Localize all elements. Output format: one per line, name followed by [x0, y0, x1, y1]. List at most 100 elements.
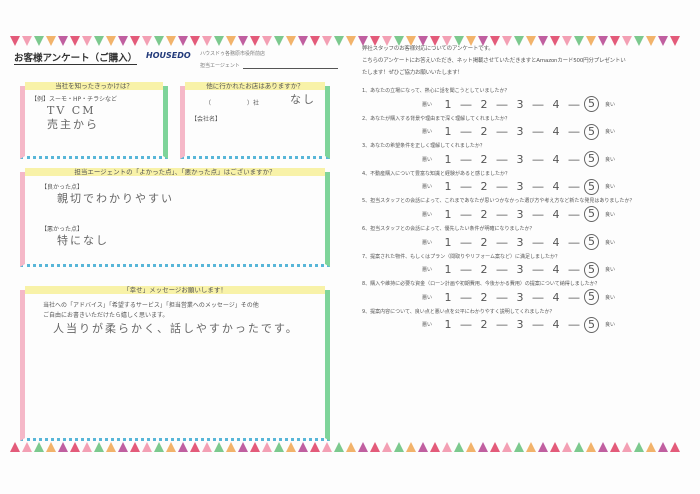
rating-option-4[interactable]: 4: [552, 263, 560, 277]
rating-option-3[interactable]: 3: [516, 290, 524, 304]
bunting-flag: [430, 36, 440, 46]
dash: ―: [532, 235, 544, 249]
rating-option-2[interactable]: 2: [480, 125, 488, 139]
intro-line-1: 弊社スタッフのお客様対応についてのアンケートです。: [362, 46, 494, 52]
question-text: 2、あなたが購入する背景や理由まで深く理解してくれましたか？: [362, 115, 510, 122]
good-points-label: 【良かった点】: [41, 184, 84, 191]
bunting-flag: [190, 442, 200, 452]
question-text: 8、購入や維持に必要な資金（ローン計画や初期費用、今後かかる費用）の提案について…: [362, 281, 600, 288]
rating-option-1[interactable]: 1: [444, 290, 452, 304]
agent-feedback-heading: 担当エージェントの「よかった点」、「悪かった点」はございますか？: [25, 168, 325, 176]
rating-option-5[interactable]: 5: [584, 206, 600, 223]
bunting-flag: [538, 442, 548, 452]
bunting-flag: [358, 442, 368, 452]
rating-scale: 悪い 1 ― 2 ― 3 ― 4 ― 5 良い: [422, 96, 615, 112]
rating-option-1[interactable]: 1: [444, 235, 452, 249]
bunting-flag: [94, 36, 104, 46]
bunting-flag: [298, 442, 308, 452]
dash: ―: [568, 180, 580, 194]
rating-option-2[interactable]: 2: [480, 290, 488, 304]
rating-option-1[interactable]: 1: [444, 180, 452, 194]
bunting-flag: [82, 36, 92, 46]
bunting-flag: [490, 36, 500, 46]
rating-option-5[interactable]: 5: [584, 178, 600, 195]
rating-option-5[interactable]: 5: [584, 261, 600, 278]
rating-option-5[interactable]: 5: [584, 123, 600, 140]
rating-option-3[interactable]: 3: [516, 97, 524, 111]
dash: ―: [460, 152, 472, 166]
rating-option-2[interactable]: 2: [480, 235, 488, 249]
other-store-answer: なし: [290, 93, 316, 106]
rating-option-2[interactable]: 2: [480, 180, 488, 194]
rating-option-4[interactable]: 4: [552, 97, 560, 111]
bunting-flag: [466, 442, 476, 452]
dash: ―: [532, 318, 544, 332]
bunting-flag: [34, 36, 44, 46]
bunting-flag: [250, 36, 260, 46]
good-label: 良い: [605, 101, 616, 108]
rating-option-2[interactable]: 2: [480, 318, 488, 332]
rating-option-4[interactable]: 4: [552, 290, 560, 304]
rating-option-1[interactable]: 1: [444, 125, 452, 139]
bunting-flag: [106, 442, 116, 452]
bunting-flag: [442, 36, 452, 46]
bunting-flag: [418, 36, 428, 46]
rating-option-5[interactable]: 5: [584, 96, 600, 112]
rating-option-4[interactable]: 4: [552, 180, 560, 194]
question-text: 9、提案内容について、良い点と悪い点を公平にわかりやすく説明してくれましたか？: [362, 308, 555, 315]
bad-label: 悪い: [422, 101, 433, 108]
rating-option-2[interactable]: 2: [480, 97, 488, 111]
rating-option-3[interactable]: 3: [516, 318, 524, 332]
rating-option-3[interactable]: 3: [516, 180, 524, 194]
rating-option-1[interactable]: 1: [444, 152, 452, 166]
rating-option-1[interactable]: 1: [444, 207, 452, 221]
bunting-flag: [262, 442, 272, 452]
rating-option-1[interactable]: 1: [444, 263, 452, 277]
other-store-box: 他に行かれたお店はありますか？ （ ）社 なし 【会社名】: [180, 82, 330, 159]
bunting-flag: [562, 36, 572, 46]
rating-option-5[interactable]: 5: [584, 289, 600, 306]
bunting-flag: [466, 36, 476, 46]
rating-option-3[interactable]: 3: [516, 263, 524, 277]
bunting-flag: [34, 442, 44, 452]
rating-option-1[interactable]: 1: [444, 318, 452, 332]
bunting-flag: [10, 36, 20, 46]
question-text: 5、担当スタッフとの会話によって、これまであなたが思いつかなかった選び方や考え方…: [362, 198, 635, 205]
page-title: お客様アンケート（ご購入）: [14, 50, 138, 65]
rating-option-3[interactable]: 3: [516, 235, 524, 249]
rating-option-5[interactable]: 5: [584, 234, 600, 250]
dash: ―: [496, 235, 508, 249]
agent-label: 担当エージェント: [200, 63, 240, 69]
rating-option-5[interactable]: 5: [584, 151, 600, 168]
bunting-flag: [130, 442, 140, 452]
dash: ―: [496, 318, 508, 332]
rating-option-4[interactable]: 4: [552, 125, 560, 139]
rating-option-4[interactable]: 4: [552, 207, 560, 221]
rating-option-4[interactable]: 4: [552, 152, 560, 166]
bunting-flag: [550, 36, 560, 46]
rating-option-3[interactable]: 3: [516, 125, 524, 139]
bunting-flag: [142, 442, 152, 452]
dash: ―: [496, 125, 508, 139]
rating-option-3[interactable]: 3: [516, 152, 524, 166]
rating-option-2[interactable]: 2: [480, 207, 488, 221]
bunting-flag: [622, 442, 632, 452]
rating-option-4[interactable]: 4: [552, 318, 560, 332]
bad-label: 悪い: [422, 294, 433, 301]
dash: ―: [532, 290, 544, 304]
rating-option-4[interactable]: 4: [552, 235, 560, 249]
bunting-flag: [670, 442, 680, 452]
bunting-flag: [406, 442, 416, 452]
rating-option-2[interactable]: 2: [480, 263, 488, 277]
bunting-flag: [310, 442, 320, 452]
rating-option-2[interactable]: 2: [480, 152, 488, 166]
message-box: 「幸せ」メッセージお願いします！ 当社への「アドバイス」「希望するサービス」「担…: [20, 286, 330, 441]
dash: ―: [460, 125, 472, 139]
bunting-flag: [538, 36, 548, 46]
rating-option-3[interactable]: 3: [516, 207, 524, 221]
rating-option-1[interactable]: 1: [444, 97, 452, 111]
rating-option-5[interactable]: 5: [584, 316, 600, 333]
good-label: 良い: [605, 322, 616, 329]
bunting-flag: [670, 36, 680, 46]
good-label: 良い: [605, 156, 616, 163]
